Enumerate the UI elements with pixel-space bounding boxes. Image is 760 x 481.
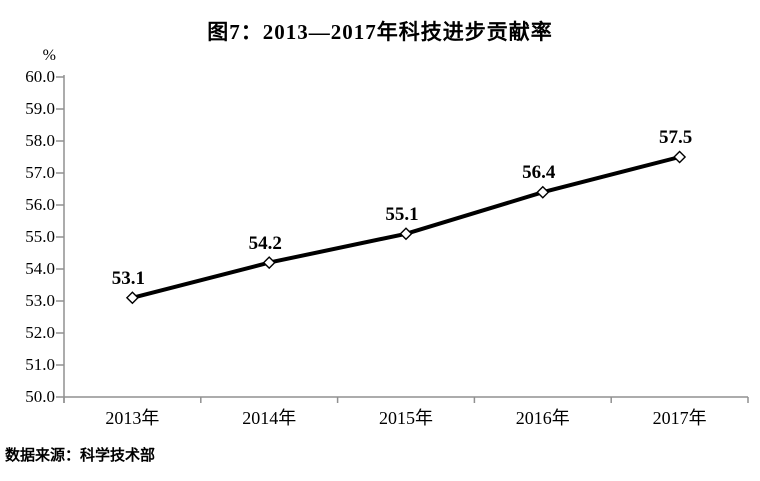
data-point-marker — [673, 150, 687, 164]
y-tick-label: 54.0 — [25, 259, 55, 278]
y-tick-label: 57.0 — [25, 163, 55, 182]
data-point-marker — [399, 227, 413, 241]
data-point-marker — [536, 185, 550, 199]
data-point-marker — [262, 256, 276, 270]
x-tick-label: 2013年 — [105, 408, 160, 428]
y-axis: 60.0 59.0 58.0 57.0 56.0 55.0 54.0 53.0 … — [0, 61, 55, 413]
y-tick-label: 53.0 — [25, 291, 55, 310]
data-label: 54.2 — [248, 232, 282, 254]
y-tick-label: 52.0 — [25, 323, 55, 342]
y-tick-label: 58.0 — [25, 131, 55, 150]
x-tick-label: 2015年 — [378, 408, 433, 428]
x-axis: 2013年 2014年 2015年 2016年 2017年 — [64, 404, 748, 428]
data-point-marker — [125, 291, 139, 305]
data-label: 55.1 — [385, 203, 419, 225]
x-tick-label: 2017年 — [652, 408, 707, 428]
y-tick-label: 56.0 — [25, 195, 55, 214]
y-tick-label: 55.0 — [25, 227, 55, 246]
x-tick-label: 2014年 — [242, 408, 297, 428]
chart-title: 图7：2013—2017年科技进步贡献率 — [207, 20, 553, 44]
y-tick-label: 50.0 — [25, 387, 55, 406]
y-tick-label: 51.0 — [25, 355, 55, 374]
x-tick-label: 2016年 — [515, 408, 570, 428]
data-label: 56.4 — [522, 162, 556, 184]
source-note: 数据来源：科学技术部 — [5, 447, 156, 464]
y-tick-label: 60.0 — [25, 67, 55, 86]
data-label: 57.5 — [658, 127, 693, 148]
data-label: 53.1 — [111, 267, 146, 289]
y-axis-unit-label: % — [42, 47, 56, 64]
y-tick-label: 59.0 — [25, 99, 55, 118]
